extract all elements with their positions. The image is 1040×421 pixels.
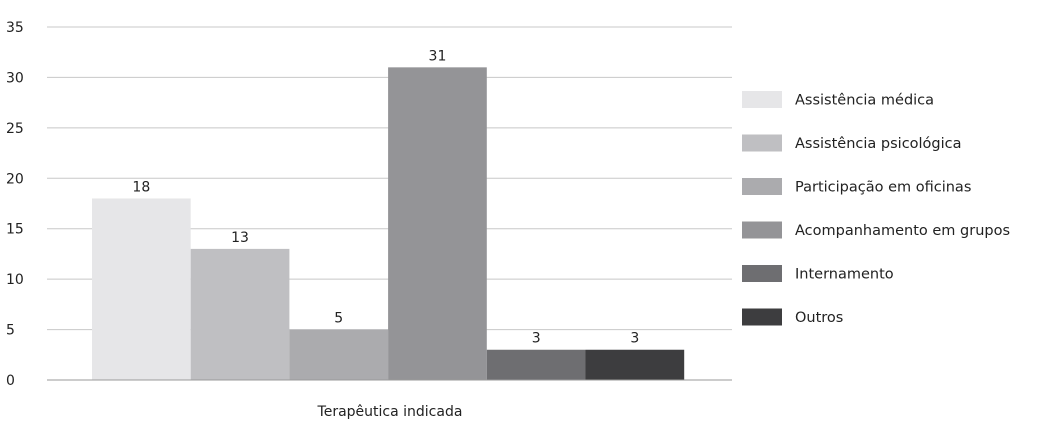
- legend-label: Participação em oficinas: [795, 180, 971, 196]
- legend-swatch: [742, 178, 782, 195]
- bars: [92, 67, 685, 380]
- x-axis-title: Terapêutica indicada: [317, 404, 463, 420]
- legend-label: Internamento: [795, 267, 894, 283]
- y-tick-label: 25: [6, 121, 24, 137]
- y-tick-label: 30: [6, 70, 24, 86]
- y-tick-label: 35: [6, 20, 24, 36]
- legend-swatch: [742, 91, 782, 108]
- bar-data-label: 3: [630, 331, 639, 347]
- bar-data-label: 18: [132, 179, 150, 195]
- bar: [92, 198, 191, 380]
- bar: [486, 349, 586, 380]
- legend-swatch: [742, 308, 782, 326]
- data-labels: 18 13 5 31 3 3: [132, 48, 639, 346]
- legend-label: Assistência médica: [795, 93, 934, 109]
- legend-label: Outros: [795, 310, 843, 326]
- bar-data-label: 31: [429, 48, 447, 64]
- bar-data-label: 13: [231, 230, 249, 246]
- bar: [190, 248, 290, 380]
- bar: [388, 67, 487, 380]
- bar-data-label: 3: [532, 331, 541, 347]
- bar: [289, 329, 389, 380]
- legend-label: Assistência psicológica: [795, 136, 962, 152]
- legend-label: Acompanhamento em grupos: [795, 223, 1010, 239]
- legend-swatch: [742, 265, 782, 282]
- y-tick-label: 5: [6, 323, 15, 339]
- y-tick-label: 0: [6, 373, 15, 389]
- bar-data-label: 5: [334, 311, 343, 327]
- bar: [585, 349, 685, 380]
- y-axis-ticks: 0 5 10 15 20 25 30 35: [6, 20, 24, 389]
- y-tick-label: 10: [6, 272, 24, 288]
- legend: Assistência médica Assistência psicológic…: [742, 91, 1010, 326]
- y-tick-label: 20: [6, 171, 24, 187]
- y-tick-label: 15: [6, 222, 24, 238]
- legend-swatch: [742, 134, 782, 152]
- legend-swatch: [742, 221, 782, 239]
